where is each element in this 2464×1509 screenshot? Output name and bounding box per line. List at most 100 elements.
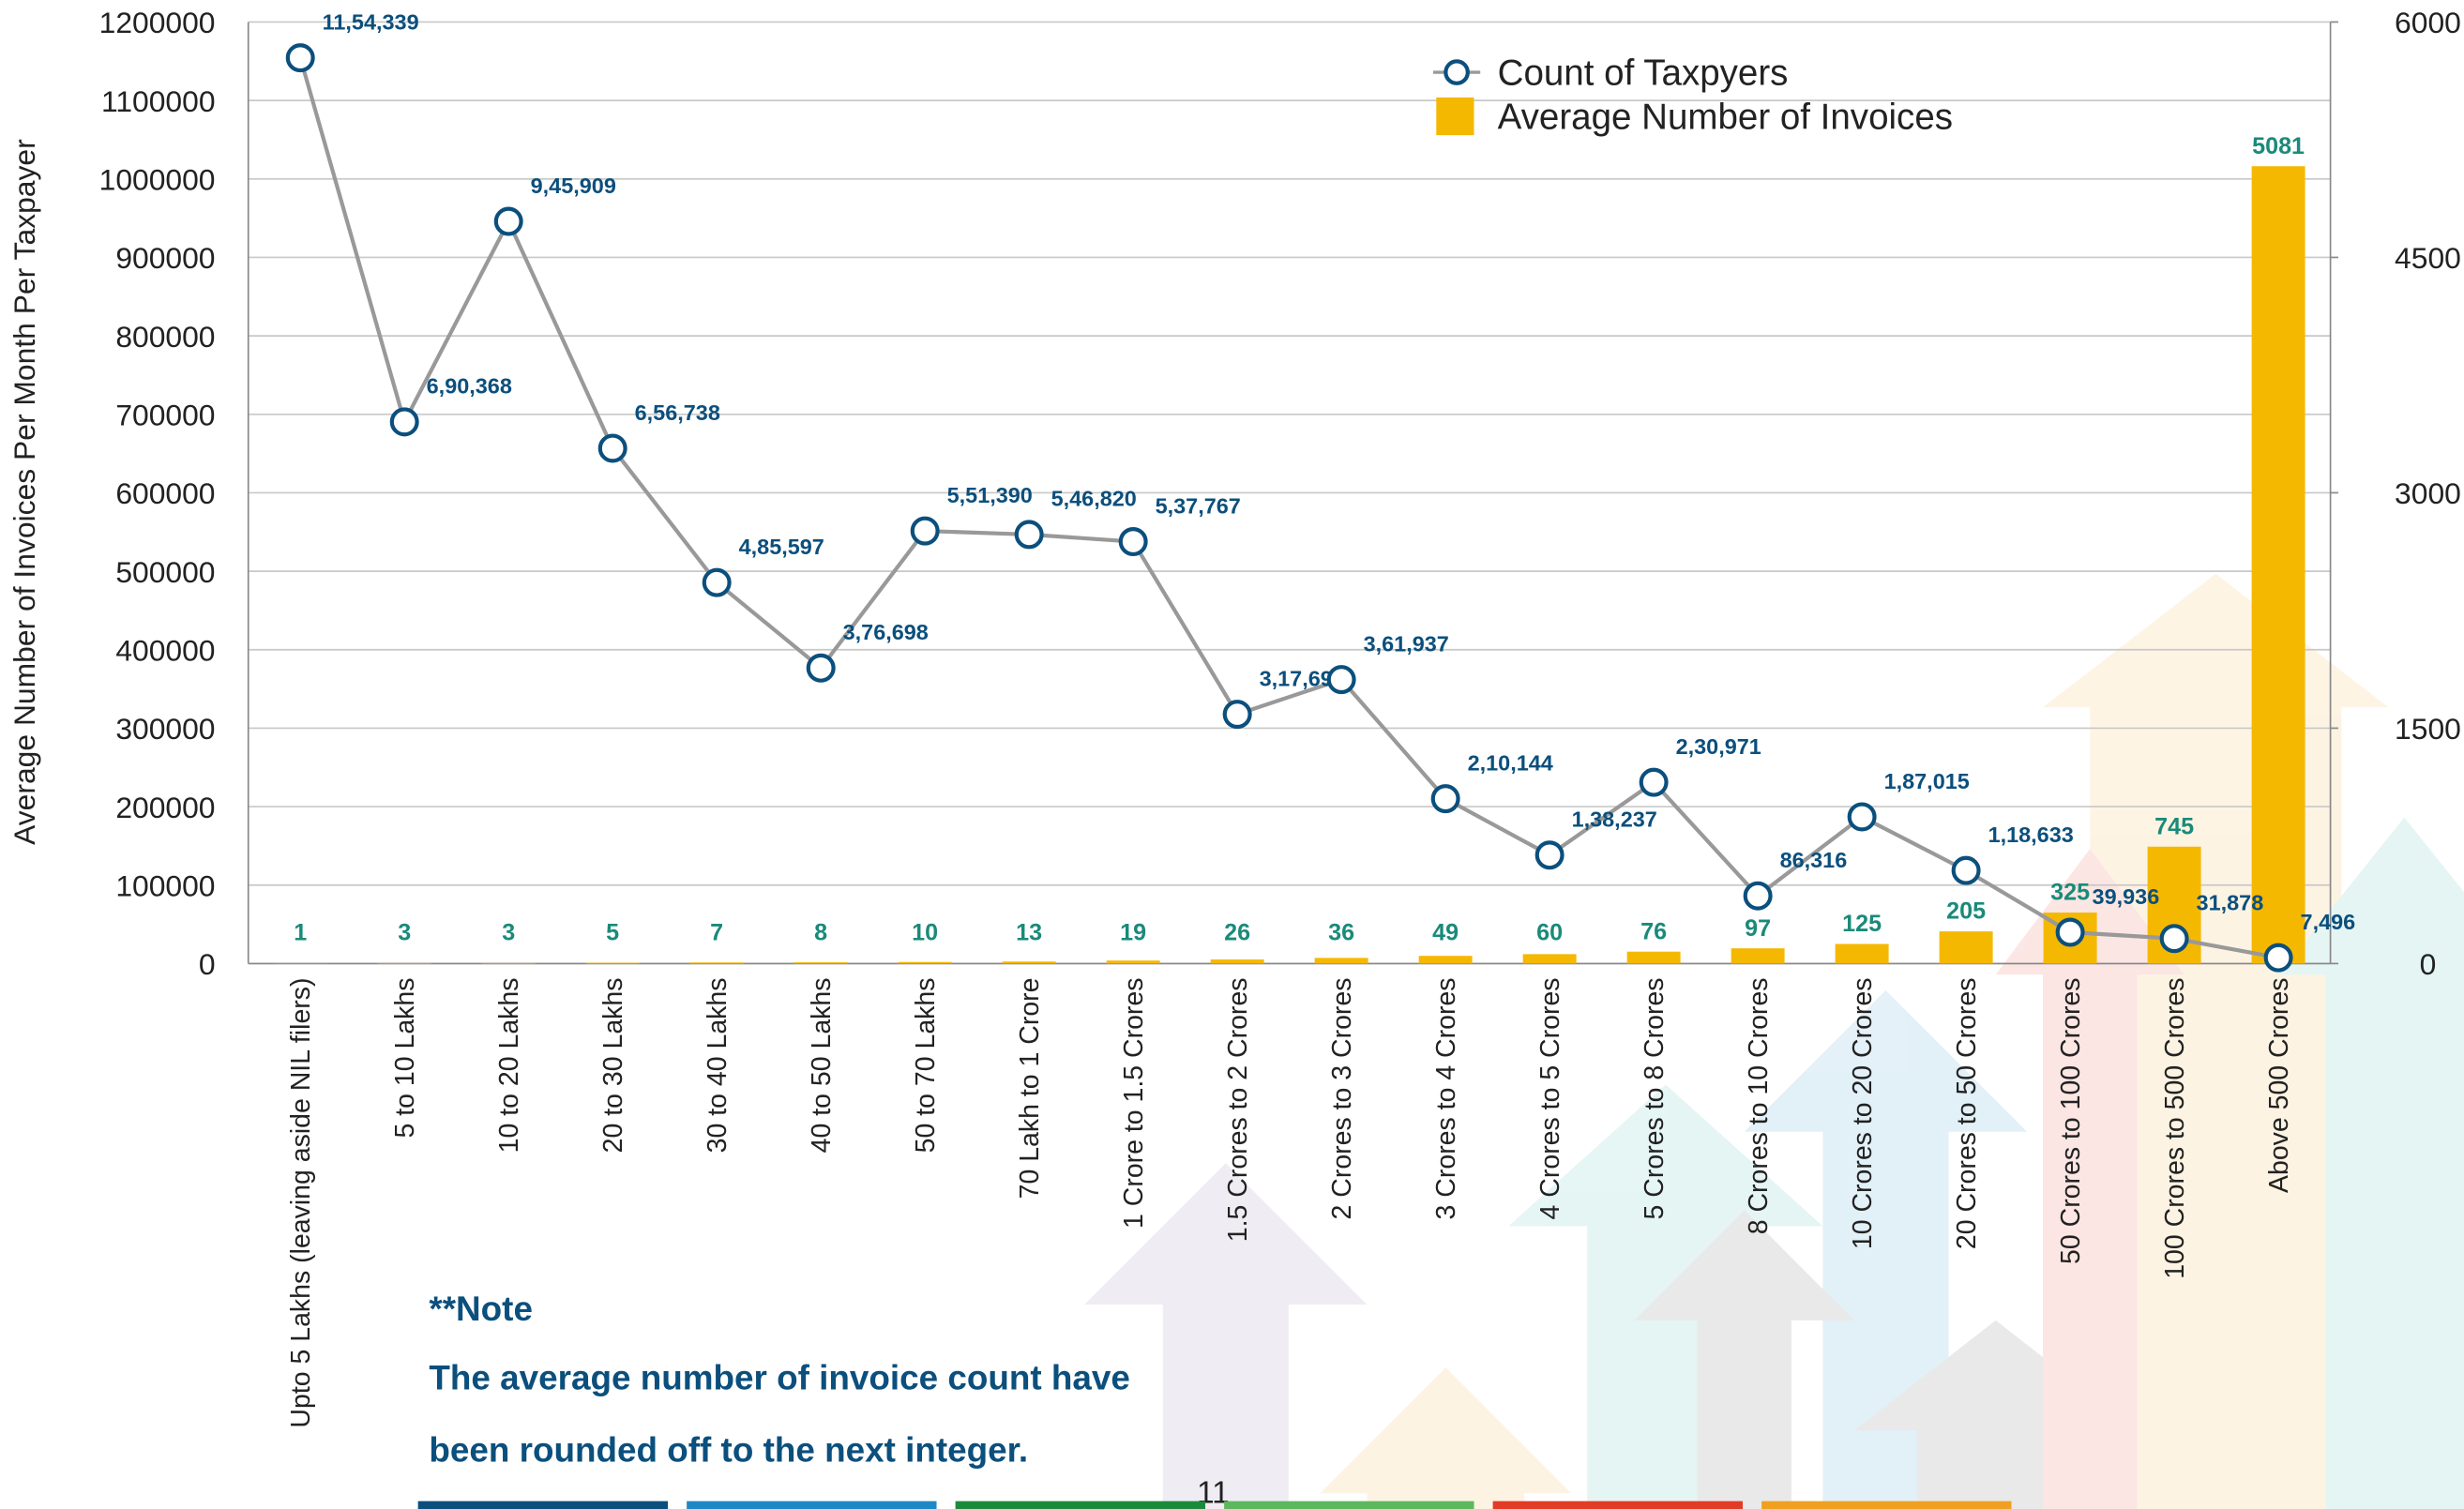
y-tick-label: 1100000 bbox=[101, 84, 216, 118]
line-marker bbox=[702, 567, 732, 597]
y-tick-label: 600000 bbox=[115, 476, 215, 510]
bar bbox=[585, 962, 640, 964]
line-value-label: 1,87,015 bbox=[1884, 769, 1970, 793]
legend-label: Count of Taxpyers bbox=[1498, 53, 1789, 93]
y-tick-label: 1200000 bbox=[99, 6, 216, 39]
bar-value-label: 8 bbox=[814, 919, 827, 945]
line-value-label: 6,56,738 bbox=[635, 400, 720, 425]
bar-value-label: 3 bbox=[502, 919, 515, 945]
footer-bar bbox=[1761, 1501, 2012, 1509]
bar bbox=[1835, 943, 1889, 964]
line-value-label: 9,45,909 bbox=[531, 174, 616, 198]
bar-value-label: 1 bbox=[294, 919, 307, 945]
x-tick-label: Upto 5 Lakhs (leaving aside NIL filers) bbox=[286, 977, 316, 1427]
y-tick-label: 100000 bbox=[115, 868, 215, 902]
bar-value-label: 26 bbox=[1224, 919, 1250, 945]
x-tick-label: 1 Crore to 1.5 Crores bbox=[1119, 977, 1149, 1228]
x-tick-label: 3 Crores to 4 Crores bbox=[1431, 977, 1461, 1219]
line-value-label: 3,76,698 bbox=[843, 620, 929, 644]
bar bbox=[1106, 960, 1160, 964]
bar-value-label: 36 bbox=[1328, 919, 1354, 945]
x-tick-label: 50 Crores to 100 Crores bbox=[2056, 977, 2086, 1263]
y2-tick-label: 3000 bbox=[2395, 476, 2461, 510]
line-value-label: 7,496 bbox=[2301, 910, 2356, 934]
bar bbox=[377, 962, 431, 964]
line-marker bbox=[2159, 924, 2189, 954]
y2-tick-label: 0 bbox=[2420, 947, 2437, 981]
x-tick-label: 4 Crores to 5 Crores bbox=[1535, 977, 1565, 1219]
line-marker bbox=[910, 516, 940, 546]
y-tick-label: 900000 bbox=[115, 241, 215, 275]
line-marker bbox=[1847, 802, 1877, 832]
x-tick-label: 8 Crores to 10 Crores bbox=[1744, 977, 1774, 1234]
x-tick-label: 40 to 50 Lakhs bbox=[807, 977, 837, 1153]
line-marker bbox=[285, 43, 315, 73]
bar bbox=[689, 962, 744, 964]
line-marker bbox=[389, 407, 419, 437]
x-tick-label: 20 to 30 Lakhs bbox=[598, 977, 628, 1153]
x-tick-label: Above 500 Crores bbox=[2264, 977, 2294, 1193]
bar-value-label: 205 bbox=[1946, 898, 1986, 925]
line-marker bbox=[1534, 840, 1565, 870]
y2-tick-label: 4500 bbox=[2395, 241, 2461, 275]
x-tick-label: 50 to 70 Lakhs bbox=[911, 977, 941, 1153]
note-line: The average number of invoice count have bbox=[429, 1359, 1129, 1397]
bar-value-label: 745 bbox=[2154, 813, 2194, 839]
line-value-label: 4,85,597 bbox=[739, 535, 824, 559]
y-tick-label: 300000 bbox=[115, 712, 215, 746]
y-tick-label: 500000 bbox=[115, 555, 215, 589]
x-tick-label: 70 Lakh to 1 Crore bbox=[1015, 977, 1045, 1199]
bar bbox=[481, 962, 536, 964]
note-title: **Note bbox=[429, 1290, 533, 1328]
line-marker bbox=[1430, 784, 1460, 814]
bar bbox=[1002, 961, 1056, 964]
bar bbox=[794, 962, 848, 964]
bar-value-label: 125 bbox=[1842, 911, 1882, 937]
bar-value-label: 97 bbox=[1745, 915, 1771, 942]
legend-label: Average Number of Invoices bbox=[1498, 97, 1953, 137]
line-marker bbox=[1222, 700, 1252, 730]
line-marker bbox=[806, 653, 836, 683]
bar-value-label: 325 bbox=[2050, 880, 2090, 906]
footer-bar bbox=[687, 1501, 937, 1509]
bar bbox=[1939, 931, 1993, 964]
line-value-label: 1,38,237 bbox=[1572, 807, 1657, 832]
y-tick-label: 700000 bbox=[115, 399, 215, 432]
line-marker bbox=[2263, 943, 2293, 973]
bar-value-label: 5 bbox=[606, 919, 619, 945]
y-tick-label: 1000000 bbox=[99, 163, 216, 197]
line-value-label: 6,90,368 bbox=[427, 374, 512, 399]
y-tick-label: 800000 bbox=[115, 320, 215, 354]
bar bbox=[1522, 954, 1577, 964]
x-tick-label: 100 Crores to 500 Crores bbox=[2160, 977, 2190, 1278]
legend-swatch bbox=[1436, 97, 1474, 136]
legend-marker bbox=[1444, 59, 1470, 85]
line-value-label: 86,316 bbox=[1780, 848, 1848, 872]
y-axis-label: Average Number of Invoices Per Month Per… bbox=[8, 139, 41, 845]
line-marker bbox=[2055, 917, 2085, 947]
y2-tick-label: 6000 bbox=[2395, 6, 2461, 39]
line-value-label: 39,936 bbox=[2093, 884, 2160, 909]
line-value-label: 2,30,971 bbox=[1676, 734, 1761, 759]
x-tick-label: 1.5 Crores to 2 Crores bbox=[1223, 977, 1253, 1242]
line-value-label: 5,46,820 bbox=[1051, 487, 1137, 511]
x-tick-label: 2 Crores to 3 Crores bbox=[1327, 977, 1357, 1219]
y-tick-label: 0 bbox=[199, 947, 216, 981]
bar-value-label: 5081 bbox=[2252, 133, 2305, 159]
bar bbox=[1210, 959, 1264, 964]
bar-value-label: 19 bbox=[1120, 919, 1146, 945]
bar-value-label: 76 bbox=[1640, 918, 1667, 944]
x-tick-label: 10 Crores to 20 Crores bbox=[1848, 977, 1878, 1249]
bar bbox=[2251, 166, 2305, 964]
line-marker bbox=[1326, 665, 1356, 695]
bar bbox=[1314, 958, 1368, 964]
line-marker bbox=[1951, 855, 1981, 885]
line-value-label: 5,37,767 bbox=[1156, 493, 1241, 518]
bar bbox=[898, 961, 952, 964]
line-marker bbox=[1743, 881, 1773, 911]
line-value-label: 5,51,390 bbox=[947, 483, 1033, 507]
footer-bar bbox=[1224, 1501, 1474, 1509]
bar bbox=[1418, 956, 1473, 964]
